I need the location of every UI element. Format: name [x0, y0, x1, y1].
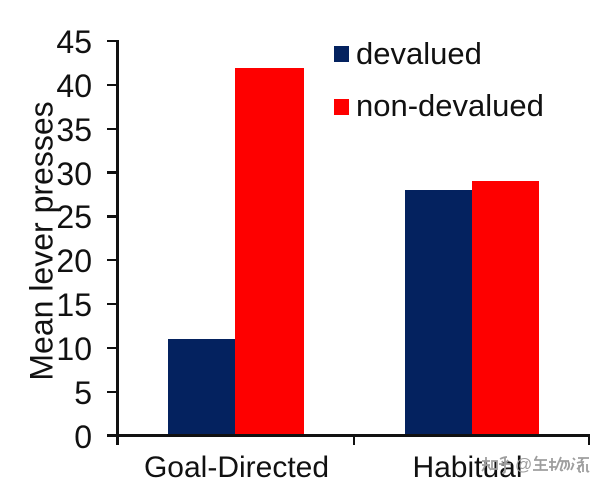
svg-text:@: @	[515, 455, 532, 474]
